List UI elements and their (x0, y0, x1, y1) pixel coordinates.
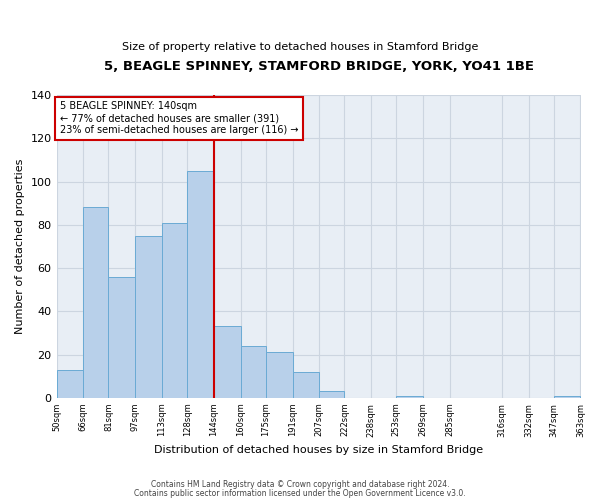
Bar (241, 346, 266, 398)
Bar (109, 276, 135, 398)
Text: Contains HM Land Registry data © Crown copyright and database right 2024.: Contains HM Land Registry data © Crown c… (151, 480, 449, 489)
Bar (266, 352, 293, 398)
Bar (293, 372, 319, 398)
Title: 5, BEAGLE SPINNEY, STAMFORD BRIDGE, YORK, YO41 1BE: 5, BEAGLE SPINNEY, STAMFORD BRIDGE, YORK… (104, 60, 533, 73)
Bar (187, 170, 214, 398)
Bar (56, 370, 83, 398)
Text: Contains public sector information licensed under the Open Government Licence v3: Contains public sector information licen… (134, 488, 466, 498)
Text: 5 BEAGLE SPINNEY: 140sqm
← 77% of detached houses are smaller (391)
23% of semi-: 5 BEAGLE SPINNEY: 140sqm ← 77% of detach… (60, 102, 298, 134)
Bar (319, 392, 344, 398)
Bar (83, 208, 109, 398)
Y-axis label: Number of detached properties: Number of detached properties (15, 158, 25, 334)
Bar (397, 396, 423, 398)
X-axis label: Distribution of detached houses by size in Stamford Bridge: Distribution of detached houses by size … (154, 445, 483, 455)
Bar (554, 396, 580, 398)
Bar (162, 222, 187, 398)
Bar (135, 236, 162, 398)
Bar (214, 326, 241, 398)
Text: Size of property relative to detached houses in Stamford Bridge: Size of property relative to detached ho… (122, 42, 478, 52)
